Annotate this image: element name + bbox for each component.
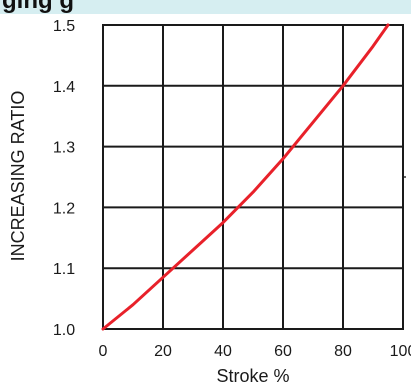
plot-frame — [102, 24, 404, 330]
y-tick-label: 1.4 — [53, 79, 75, 96]
header-banner: ging g — [0, 0, 411, 14]
grid — [103, 25, 403, 329]
x-tick-label: 0 — [99, 343, 108, 360]
ratio-curve — [101, 23, 390, 331]
y-axis-label: INCREASING RATIO — [8, 91, 28, 262]
x-tick-label: 40 — [214, 343, 232, 360]
x-tick-label: 100 — [390, 343, 411, 360]
x-tick-label: 20 — [154, 343, 172, 360]
x-axis-label: Stroke % — [216, 366, 289, 386]
y-tick-labels: 1.0 1.1 1.2 1.3 1.4 1.5 — [53, 18, 75, 339]
y-tick-label: 1.5 — [53, 18, 75, 35]
x-tick-label: 60 — [274, 343, 292, 360]
y-tick-label: 1.1 — [53, 261, 75, 278]
y-tick-label: 1.2 — [53, 200, 75, 217]
stray-dot — [404, 176, 406, 178]
x-tick-label: 80 — [334, 343, 352, 360]
y-tick-label: 1.0 — [53, 322, 75, 339]
header-partial-text: ging g — [2, 0, 74, 14]
x-tick-labels: 0 20 40 60 80 100 — [99, 343, 411, 360]
y-tick-label: 1.3 — [53, 140, 75, 157]
